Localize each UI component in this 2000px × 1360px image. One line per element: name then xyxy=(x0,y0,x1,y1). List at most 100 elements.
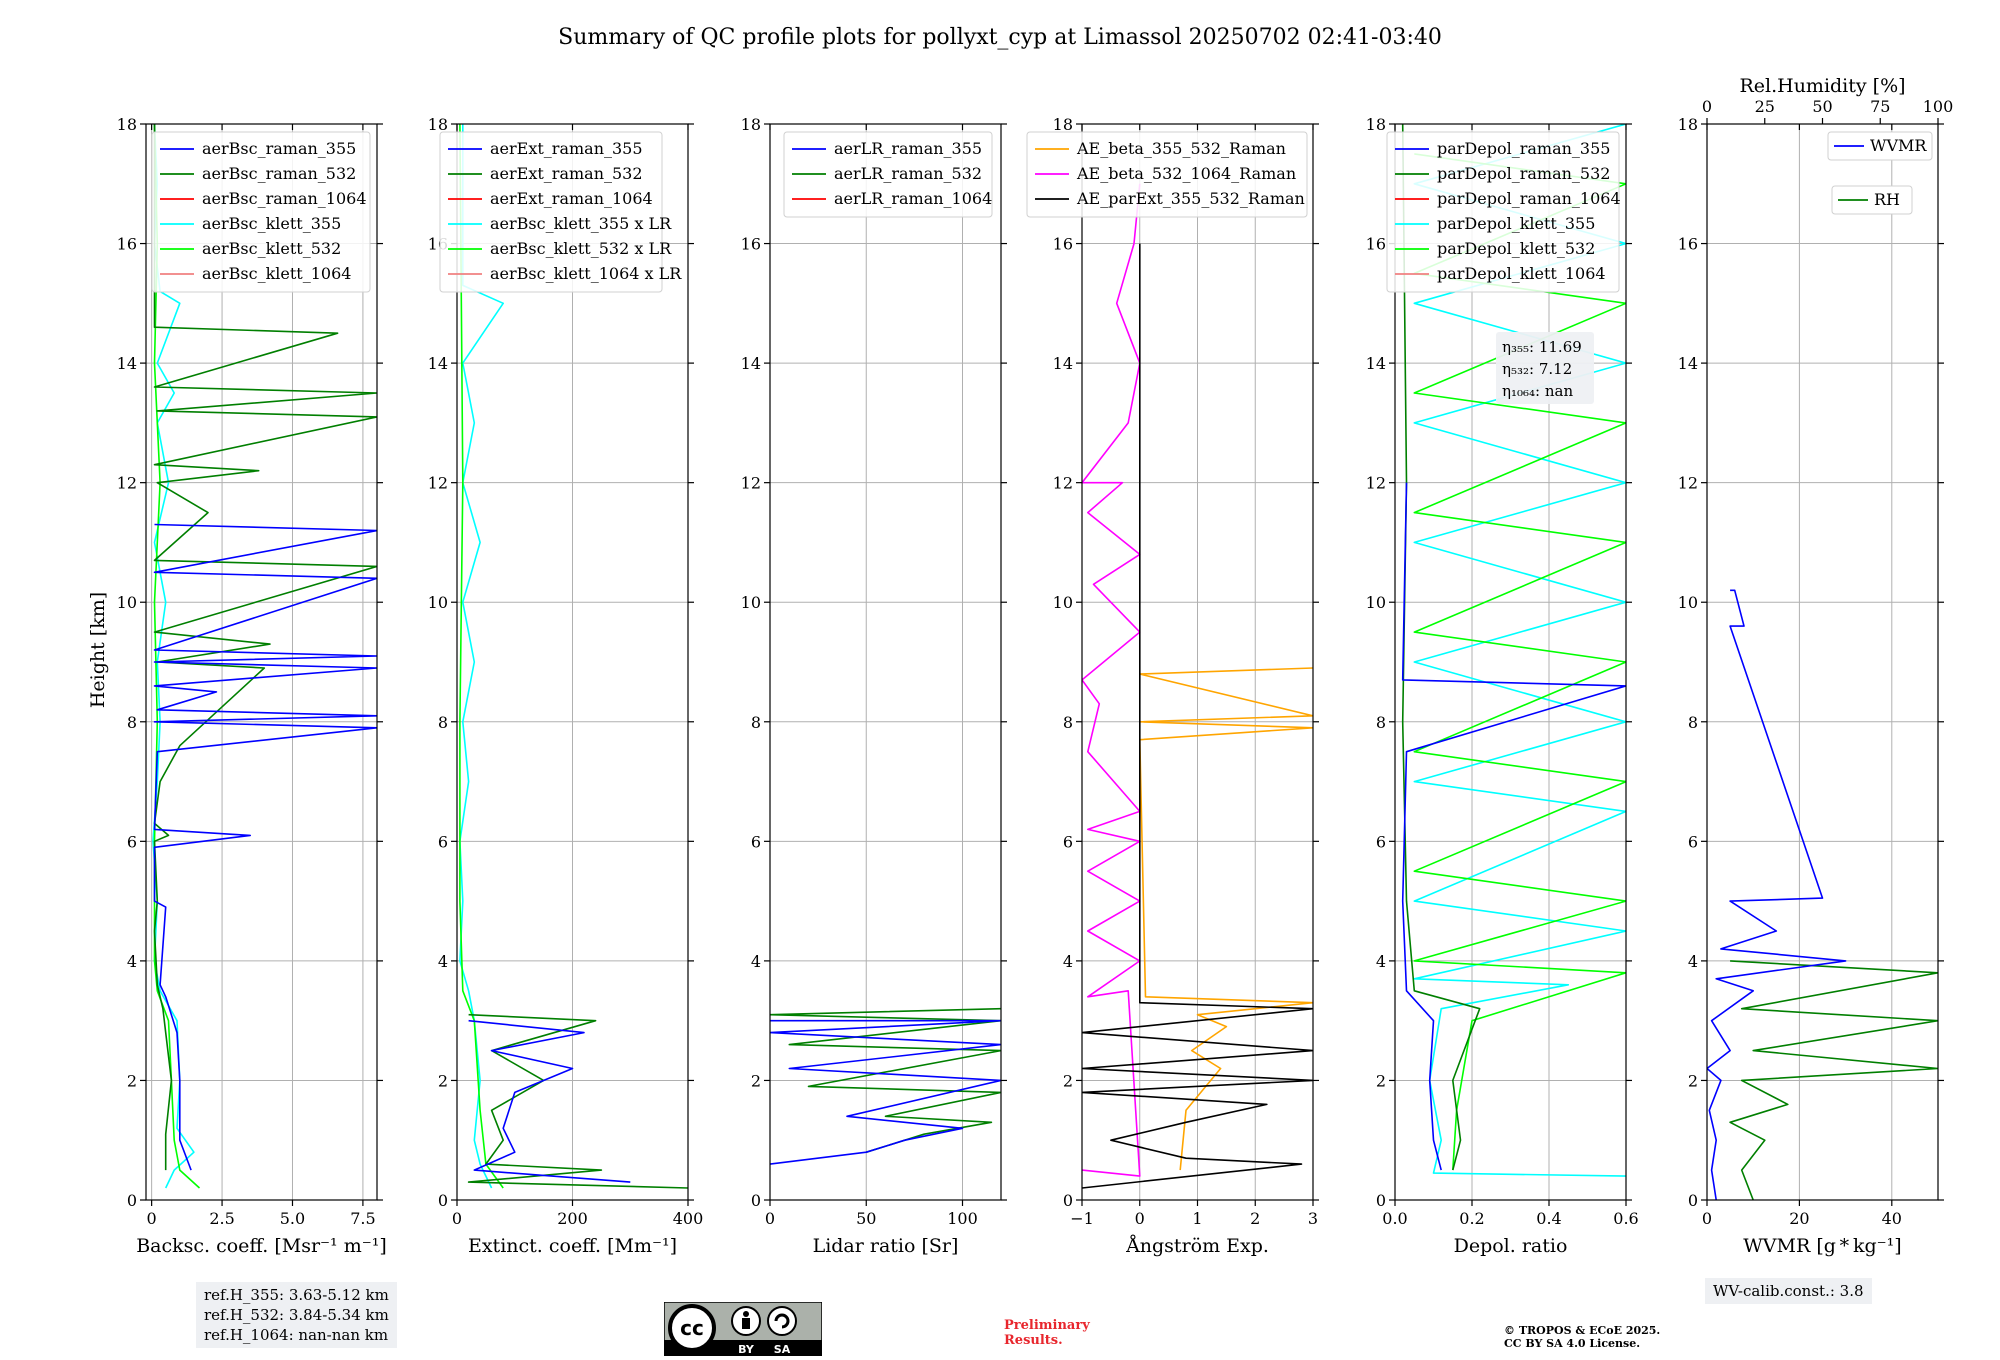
legend-entry: aerLR_raman_532 xyxy=(834,164,982,183)
series-parDepol_raman_355 xyxy=(1401,482,1626,1171)
legend-entry: parDepol_raman_1064 xyxy=(1437,189,1621,208)
y-tick-label: 2 xyxy=(438,1071,448,1090)
sa-arrow-path xyxy=(774,1313,790,1329)
legend-entry: aerBsc_raman_355 xyxy=(202,139,356,158)
legend-entry: parDepol_klett_532 xyxy=(1437,239,1595,258)
y-tick-label: 12 xyxy=(1366,474,1386,493)
by-label: BY xyxy=(738,1343,755,1356)
y-tick-label: 12 xyxy=(1678,474,1698,493)
legend-entry: parDepol_raman_532 xyxy=(1437,164,1610,183)
legend: aerBsc_raman_355 aerBsc_raman_532 aerBsc_r… xyxy=(151,131,371,293)
preliminary-line-2: Results. xyxy=(1004,1333,1063,1348)
eta-value: η₃₅₅: 11.69 xyxy=(1502,338,1582,356)
legend-entry: aerExt_raman_355 xyxy=(490,139,643,158)
series-parDepol_klett_532 xyxy=(1413,153,1626,1171)
y-tick-label: 12 xyxy=(741,474,761,493)
y-tick-label: 0 xyxy=(127,1191,137,1210)
legend-entry: aerLR_raman_355 xyxy=(834,139,982,158)
x-tick-label: 7.5 xyxy=(350,1209,375,1228)
legend-entry: aerExt_raman_532 xyxy=(490,164,643,183)
x-tick-label: 0 xyxy=(1135,1209,1145,1228)
legend-entry: aerBsc_klett_1064 xyxy=(202,264,351,283)
x-tick-label: 0.6 xyxy=(1613,1209,1638,1228)
y-tick-label: 6 xyxy=(1063,832,1073,851)
legend-entry: AE_parExt_355_532_Raman xyxy=(1076,189,1305,208)
panel-depol: 0.0 0.2 0.4 0.6 0 2 4 6 8 10 12 14 16 18 Depol. ratio p… xyxy=(1366,115,1639,1257)
y-tick-label: 0 xyxy=(1376,1191,1386,1210)
y-tick-label: 6 xyxy=(1688,832,1698,851)
series-aerBsc_raman_532 xyxy=(153,124,377,1171)
legend-wvmr: WVMR xyxy=(1870,136,1927,155)
legend-box xyxy=(439,131,663,293)
legend: AE_beta_355_532_Raman AE_beta_532_1064_Ra… xyxy=(1026,131,1308,218)
y-tick-label: 0 xyxy=(438,1191,448,1210)
top-x-tick-label: 25 xyxy=(1755,97,1775,116)
legend-entry: parDepol_raman_355 xyxy=(1437,139,1610,158)
eta-value: η₁₀₆₄: nan xyxy=(1502,382,1573,400)
legend-entry: parDepol_klett_1064 xyxy=(1437,264,1606,283)
y-tick-label: 14 xyxy=(1053,354,1073,373)
y-tick-label: 2 xyxy=(751,1071,761,1090)
y-tick-label: 2 xyxy=(1376,1071,1386,1090)
series-aerLR_raman_532 xyxy=(770,1007,1001,1153)
x-axis-label: Lidar ratio [Sr] xyxy=(813,1235,959,1257)
figure-title: Summary of QC profile plots for pollyxt_… xyxy=(558,25,1442,50)
by-person-head xyxy=(743,1311,749,1317)
y-tick-label: 8 xyxy=(1688,713,1698,732)
y-tick-label: 14 xyxy=(117,354,137,373)
y-axis-label: Height [km] xyxy=(87,592,109,708)
y-tick-label: 2 xyxy=(1688,1071,1698,1090)
x-axis-label: Extinct. coeff. [Mm⁻¹] xyxy=(468,1235,677,1257)
y-tick-label: 10 xyxy=(117,593,137,612)
legend-wvmr-box xyxy=(1827,131,1933,161)
top-x-tick-label: 75 xyxy=(1870,97,1890,116)
top-x-tick-label: 100 xyxy=(1923,97,1954,116)
legend-entry: aerBsc_klett_355 xyxy=(202,214,341,233)
y-tick-label: 18 xyxy=(428,115,448,134)
axes-frame xyxy=(1394,123,1627,1201)
series-group xyxy=(459,124,688,1189)
sa-label: SA xyxy=(774,1343,791,1356)
y-tick-label: 0 xyxy=(751,1191,761,1210)
series-aerExt_raman_532 xyxy=(467,1013,688,1189)
axes-frame xyxy=(145,123,378,1201)
copyright-note: © TROPOS & ECoE 2025. CC BY SA 4.0 Licen… xyxy=(1504,1324,1660,1350)
y-tick-label: 4 xyxy=(438,952,448,971)
legend: parDepol_raman_355 parDepol_raman_532 parD… xyxy=(1386,131,1621,293)
y-tick-label: 8 xyxy=(1376,713,1386,732)
y-tick-label: 8 xyxy=(1063,713,1073,732)
x-tick-label: 0.2 xyxy=(1459,1209,1484,1228)
legend-entry: aerBsc_raman_1064 xyxy=(202,189,367,208)
series-group xyxy=(1082,183,1313,1189)
ref-height-355: ref.H_355: 3.63-5.12 km xyxy=(204,1286,389,1304)
y-tick-label: 4 xyxy=(751,952,761,971)
legend-box xyxy=(783,131,993,218)
x-axis-label: Depol. ratio xyxy=(1454,1235,1568,1257)
series-WVMR xyxy=(1707,589,1847,1200)
top-x-axis-label: Rel.Humidity [%] xyxy=(1739,75,1905,97)
sa-arrow-icon xyxy=(767,1306,797,1336)
x-tick-label: 0.4 xyxy=(1536,1209,1561,1228)
y-tick-label: 12 xyxy=(117,474,137,493)
y-tick-label: 16 xyxy=(741,235,761,254)
x-tick-label: 1 xyxy=(1192,1209,1202,1228)
x-tick-label: 3 xyxy=(1308,1209,1318,1228)
y-tick-label: 8 xyxy=(751,713,761,732)
copyright-line-2: CC BY SA 4.0 License. xyxy=(1504,1337,1641,1350)
legend: aerLR_raman_355 aerLR_raman_532 aerLR_rama… xyxy=(783,131,993,218)
y-tick-label: 14 xyxy=(1366,354,1386,373)
y-tick-label: 0 xyxy=(1688,1191,1698,1210)
legend-wv: WVMR RH xyxy=(1827,131,1933,215)
legend-box xyxy=(1386,131,1620,293)
y-tick-label: 16 xyxy=(1678,235,1698,254)
top-x-tick-label: 50 xyxy=(1812,97,1832,116)
series-aerExt_raman_355 xyxy=(468,1019,631,1183)
y-tick-label: 2 xyxy=(1063,1071,1073,1090)
y-tick-label: 18 xyxy=(117,115,137,134)
y-tick-label: 16 xyxy=(1366,235,1386,254)
y-tick-label: 0 xyxy=(1063,1191,1073,1210)
x-tick-label: 2.5 xyxy=(209,1209,234,1228)
